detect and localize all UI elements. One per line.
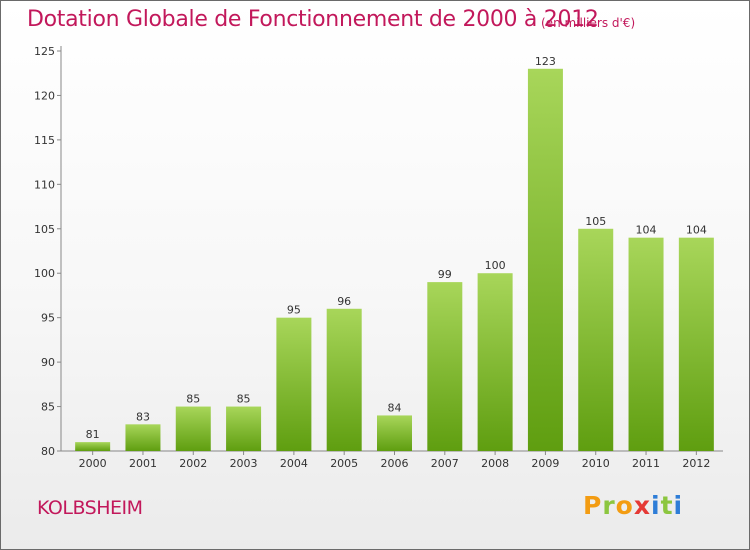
- data-label-2002: 85: [186, 393, 200, 406]
- x-tick-label: 2012: [682, 457, 710, 470]
- logo-letter: o: [615, 491, 634, 520]
- x-tick-label: 2008: [481, 457, 509, 470]
- x-tick-label: 2002: [179, 457, 207, 470]
- y-tick-label: 90: [41, 356, 55, 369]
- y-tick-label: 80: [41, 445, 55, 458]
- chart-unit: (en milliers d'€): [541, 16, 636, 30]
- data-label-2006: 84: [388, 401, 402, 414]
- y-tick-label: 100: [34, 267, 55, 280]
- chart-title: Dotation Globale de Fonctionnement de 20…: [27, 7, 599, 32]
- commune-name: KOLBSHEIM: [37, 497, 143, 519]
- data-label-2000: 81: [86, 428, 100, 441]
- logo-letter: r: [602, 491, 616, 520]
- data-label-2004: 95: [287, 304, 301, 317]
- bar-2004: [276, 317, 312, 451]
- data-label-2003: 85: [237, 393, 251, 406]
- data-label-2011: 104: [636, 224, 657, 237]
- logo-letter: i: [673, 491, 684, 520]
- bar-2000: [75, 442, 111, 451]
- logo-letter: i: [651, 491, 661, 520]
- x-tick-label: 2004: [280, 457, 308, 470]
- bar-2008: [477, 273, 513, 451]
- bar-2001: [125, 424, 161, 451]
- data-label-2007: 99: [438, 268, 452, 281]
- bar-2012: [678, 237, 714, 451]
- logo-letter: x: [633, 491, 651, 520]
- chart-axes: 80 85 90 95 100 105 110 115 120 125: [34, 45, 723, 458]
- x-tick-label: 2009: [531, 457, 559, 470]
- data-label-2008: 100: [485, 259, 506, 272]
- y-tick-label: 105: [34, 223, 55, 236]
- bar-2002: [175, 406, 211, 451]
- y-tick-label: 85: [41, 401, 55, 414]
- y-tick-label: 110: [34, 178, 55, 191]
- y-tick-label: 125: [34, 45, 55, 58]
- logo-letter: t: [660, 491, 674, 520]
- data-label-2005: 96: [337, 295, 351, 308]
- logo-letter: P: [583, 491, 603, 520]
- x-tick-label: 2005: [330, 457, 358, 470]
- x-tick-label: 2000: [79, 457, 107, 470]
- bar-2006: [377, 415, 412, 451]
- chart-labels: 2000 81 2001 83 2002 85 2003 85 2004 95 2005 96 2006…: [79, 55, 711, 470]
- bar-2005: [326, 308, 362, 451]
- x-tick-label: 2001: [129, 457, 157, 470]
- x-tick-label: 2003: [230, 457, 258, 470]
- bar-2011: [628, 237, 664, 451]
- data-label-2010: 105: [585, 215, 606, 228]
- bar-2003: [226, 406, 262, 451]
- y-tick-label: 120: [34, 89, 55, 102]
- x-tick-label: 2006: [381, 457, 409, 470]
- bar-2010: [578, 228, 614, 451]
- y-tick-label: 115: [34, 134, 55, 147]
- x-tick-label: 2011: [632, 457, 660, 470]
- proxiti-logo: Proxiti: [583, 491, 683, 520]
- data-label-2009: 123: [535, 55, 556, 68]
- bar-2009: [527, 68, 563, 452]
- chart-bars: [75, 68, 714, 452]
- data-label-2012: 104: [686, 224, 707, 237]
- bar-2007: [427, 282, 463, 451]
- x-tick-label: 2010: [582, 457, 610, 470]
- x-tick-label: 2007: [431, 457, 459, 470]
- data-label-2001: 83: [136, 410, 150, 423]
- y-tick-label: 95: [41, 312, 55, 325]
